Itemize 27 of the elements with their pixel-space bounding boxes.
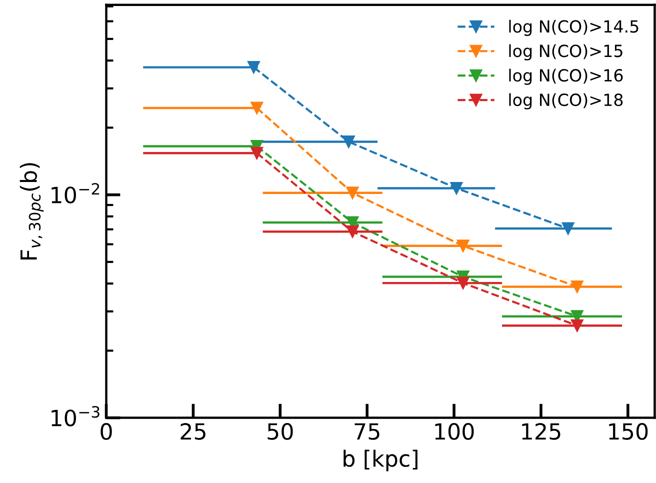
- x-tick-label: 50: [268, 423, 293, 440]
- point: [570, 319, 584, 332]
- legend-label: log N(CO)>15: [509, 44, 622, 60]
- legend-label: log N(CO)>16: [509, 68, 623, 85]
- point: [562, 222, 574, 235]
- point: [247, 61, 260, 74]
- x-tick-label: 125: [522, 423, 560, 440]
- point: [570, 280, 584, 293]
- x-tick-label: 75: [354, 423, 380, 440]
- legend-label: log N(CO)>14.5: [509, 20, 638, 36]
- point: [250, 146, 264, 160]
- point: [346, 186, 359, 200]
- point: [456, 240, 470, 252]
- x-tick-label: 25: [180, 423, 206, 440]
- y-tick-label: 10$^{−2}$: [52, 183, 100, 204]
- x-tick-label: 100: [435, 423, 474, 440]
- x-tick-label: 150: [609, 423, 648, 440]
- point: [250, 102, 264, 114]
- x-axis-title: b [kpc]: [344, 450, 418, 472]
- y-axis-title: F$_{v,30pc}$(b): [20, 163, 44, 260]
- point: [450, 182, 463, 194]
- point: [346, 225, 359, 238]
- point: [456, 276, 470, 290]
- x-tick-label: 0: [100, 423, 112, 440]
- y-tick-label: 10$^{−3}$: [52, 406, 100, 426]
- legend-label: log N(CO)>18: [509, 93, 623, 110]
- point: [342, 135, 355, 148]
